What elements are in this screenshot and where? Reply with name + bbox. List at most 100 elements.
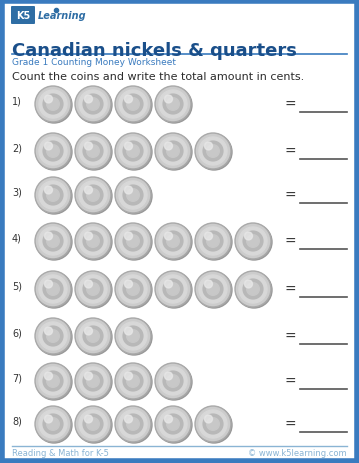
Circle shape [125,372,132,380]
Circle shape [43,280,63,299]
Text: K5: K5 [16,11,30,21]
Circle shape [35,271,71,307]
Circle shape [87,283,99,296]
Circle shape [84,372,93,380]
Circle shape [39,181,67,210]
Circle shape [155,363,191,399]
Text: Canadian nickels & quarters: Canadian nickels & quarters [12,42,297,60]
Circle shape [36,179,72,214]
Circle shape [39,227,67,256]
Circle shape [203,232,223,251]
Circle shape [76,88,109,121]
Circle shape [196,225,229,258]
Circle shape [76,320,109,353]
Circle shape [83,142,103,162]
Circle shape [167,375,179,388]
Circle shape [75,134,111,169]
Text: Reading & Math for K-5: Reading & Math for K-5 [12,449,109,457]
Circle shape [45,372,52,380]
Circle shape [115,134,151,169]
Circle shape [45,281,52,288]
Circle shape [43,326,63,346]
Circle shape [35,134,71,169]
Circle shape [119,227,147,256]
Circle shape [83,371,103,391]
Circle shape [79,275,107,303]
Circle shape [79,91,107,119]
Circle shape [196,135,232,171]
Circle shape [45,143,52,150]
Circle shape [163,142,183,162]
Circle shape [163,95,183,115]
Circle shape [84,281,93,288]
Circle shape [195,271,231,307]
Text: =: = [284,98,296,112]
Circle shape [37,225,70,258]
Text: 8): 8) [12,416,22,426]
Circle shape [167,283,179,296]
Circle shape [116,88,150,121]
Circle shape [237,273,270,306]
Circle shape [236,225,272,260]
Circle shape [157,273,190,306]
Circle shape [155,134,191,169]
Circle shape [76,365,109,398]
Circle shape [195,134,231,169]
Circle shape [123,280,143,299]
Circle shape [127,145,139,158]
Circle shape [84,143,93,150]
Circle shape [87,418,99,431]
Circle shape [159,275,187,303]
Circle shape [79,367,107,395]
Circle shape [205,281,213,288]
Circle shape [45,96,52,104]
Circle shape [116,225,150,258]
Circle shape [123,186,143,206]
Circle shape [45,327,52,335]
Circle shape [159,138,187,166]
Circle shape [36,225,72,260]
Text: =: = [284,144,296,159]
Circle shape [116,225,152,260]
Circle shape [156,364,192,400]
Circle shape [37,407,70,441]
Circle shape [167,145,179,158]
Text: 3): 3) [12,188,22,198]
Circle shape [76,179,109,212]
Circle shape [205,415,213,423]
Circle shape [155,224,191,259]
Text: 4): 4) [12,233,22,244]
Text: =: = [284,234,296,249]
Circle shape [156,272,192,308]
Circle shape [76,407,112,443]
Circle shape [76,364,112,400]
Circle shape [36,364,72,400]
Circle shape [43,186,63,206]
Circle shape [199,227,227,256]
Text: © www.k5learning.com: © www.k5learning.com [248,449,347,457]
Circle shape [123,371,143,391]
Circle shape [125,187,132,194]
Circle shape [123,326,143,346]
Circle shape [123,95,143,115]
Circle shape [155,406,191,442]
Circle shape [163,280,183,299]
Circle shape [116,364,152,400]
Circle shape [159,227,187,256]
Circle shape [76,273,109,306]
Circle shape [75,87,111,123]
Circle shape [75,363,111,399]
Circle shape [83,414,103,434]
Circle shape [159,367,187,395]
Text: 1): 1) [12,97,22,107]
Circle shape [45,232,52,240]
Circle shape [83,326,103,346]
Circle shape [196,225,232,260]
Circle shape [205,232,213,240]
Circle shape [116,179,150,212]
Circle shape [119,322,147,350]
Circle shape [119,275,147,303]
Circle shape [159,410,187,438]
Circle shape [196,407,229,441]
Circle shape [125,232,132,240]
